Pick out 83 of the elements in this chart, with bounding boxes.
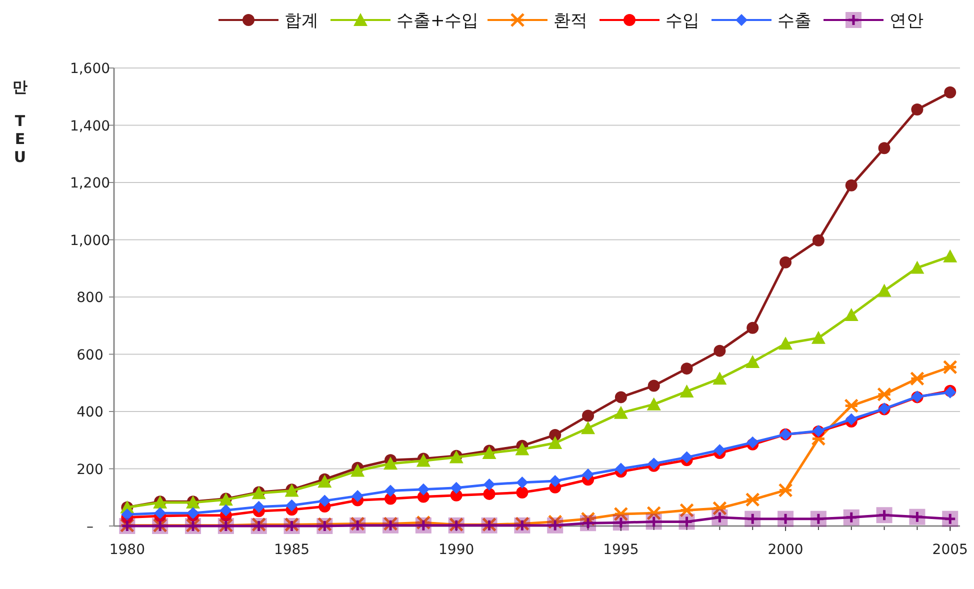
point bbox=[384, 484, 397, 497]
y-axis-title: 만 TEU bbox=[12, 78, 28, 166]
point bbox=[746, 354, 760, 368]
point bbox=[844, 398, 859, 414]
y-tick-label: 1,200 bbox=[70, 176, 110, 192]
point bbox=[911, 104, 924, 116]
point bbox=[220, 504, 232, 516]
point bbox=[352, 490, 364, 502]
point bbox=[845, 413, 858, 426]
point bbox=[515, 442, 530, 456]
point bbox=[811, 431, 826, 446]
point bbox=[714, 344, 726, 357]
point bbox=[121, 508, 134, 521]
point bbox=[582, 468, 594, 480]
point bbox=[286, 499, 298, 512]
point bbox=[780, 256, 792, 268]
legend-label: 수입 bbox=[666, 11, 700, 31]
point bbox=[844, 308, 858, 322]
point bbox=[154, 507, 166, 520]
x-tick-label: 1980 bbox=[109, 542, 145, 558]
x-tick-label: 1995 bbox=[603, 542, 639, 558]
point bbox=[483, 488, 496, 500]
point bbox=[614, 462, 627, 475]
point bbox=[516, 476, 528, 488]
point bbox=[614, 391, 627, 404]
legend-label: 환적 bbox=[554, 11, 588, 31]
point bbox=[646, 397, 661, 410]
point bbox=[845, 179, 858, 192]
y-tick-label: 1,400 bbox=[70, 118, 110, 134]
legend-label: 수출+수입 bbox=[396, 11, 479, 31]
point bbox=[942, 360, 958, 374]
legend-label: 연안 bbox=[890, 11, 924, 31]
y-tick-label: 600 bbox=[76, 347, 104, 364]
point bbox=[714, 444, 726, 456]
point bbox=[482, 446, 496, 460]
point bbox=[318, 474, 332, 488]
point bbox=[943, 249, 958, 262]
y-tick-label: 800 bbox=[76, 290, 104, 306]
point bbox=[680, 384, 694, 398]
point bbox=[384, 456, 398, 470]
y-tick-label: 1,000 bbox=[70, 232, 110, 249]
point bbox=[680, 503, 694, 518]
point bbox=[680, 451, 693, 464]
y-tick-label: 400 bbox=[76, 404, 104, 420]
point bbox=[516, 486, 528, 499]
point bbox=[549, 475, 562, 488]
y-tick-label: 1,600 bbox=[70, 61, 110, 77]
point bbox=[778, 482, 793, 498]
point bbox=[450, 482, 462, 494]
point bbox=[582, 410, 594, 422]
y-tick-label: 200 bbox=[76, 462, 104, 478]
point bbox=[746, 322, 759, 334]
point bbox=[548, 436, 562, 449]
point bbox=[811, 330, 826, 344]
x-tick-label: 2000 bbox=[768, 542, 804, 558]
point bbox=[614, 406, 628, 419]
point bbox=[878, 142, 890, 154]
legend-label: 합계 bbox=[284, 11, 318, 31]
x-tick-label: 1985 bbox=[274, 542, 310, 558]
y-tick-label: – bbox=[86, 519, 94, 535]
point bbox=[417, 483, 430, 496]
point bbox=[648, 380, 660, 392]
point bbox=[910, 371, 924, 386]
point bbox=[778, 336, 793, 350]
point bbox=[318, 494, 331, 507]
x-tick-label: 1990 bbox=[438, 542, 474, 558]
point bbox=[350, 464, 365, 477]
point bbox=[812, 234, 824, 246]
point bbox=[877, 387, 892, 402]
point bbox=[646, 506, 662, 520]
legend-label: 수출 bbox=[778, 11, 812, 31]
point bbox=[483, 478, 496, 490]
point bbox=[614, 506, 628, 522]
point bbox=[910, 260, 924, 274]
point bbox=[712, 372, 727, 385]
point bbox=[944, 86, 956, 98]
point bbox=[712, 501, 727, 516]
point bbox=[581, 421, 596, 434]
point bbox=[252, 500, 265, 513]
point bbox=[877, 284, 892, 297]
point bbox=[680, 362, 693, 375]
point bbox=[745, 492, 760, 507]
x-tick-label: 2005 bbox=[932, 542, 968, 558]
